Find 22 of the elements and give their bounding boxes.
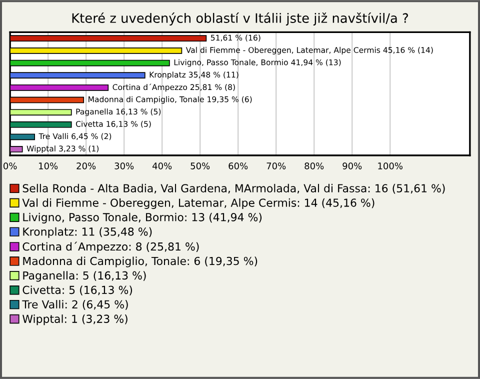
x-tick-label: 50% — [190, 162, 210, 170]
x-tick-label: 70% — [266, 162, 286, 170]
legend-label: Val di Fiemme - Obereggen, Latemar, Alpe Cermis: 14 (45,16 %) — [22, 198, 374, 209]
x-tick-label: 90% — [342, 162, 362, 170]
legend-label: Madonna di Campiglio, Tonale: 6 (19,35 %) — [23, 256, 258, 268]
x-tick-label: 60% — [228, 162, 248, 170]
legend-label: Tre Valli: 2 (6,45 %) — [22, 300, 128, 310]
x-tick-label: 0% — [4, 162, 17, 170]
x-tick-label: 10% — [39, 162, 58, 170]
chart-title: Které z uvedených oblastí v Itálii jste již navštívil/a ? — [72, 12, 408, 26]
x-tick-label: 100% — [378, 162, 403, 170]
legend-label: Wipptal: 1 (3,23 %) — [22, 314, 128, 326]
x-tick-label: 20% — [76, 162, 96, 170]
legend-label: Paganella: 5 (16,13 %) — [23, 271, 146, 282]
legend-label: Sella Ronda - Alta Badia, Val Gardena, MArmolada, Val di Fassa: 16 (51,61 %) — [22, 184, 445, 194]
legend-label: Kronplatz: 11 (35,48 %) — [23, 227, 152, 238]
legend-label: Civetta: 5 (16,13 %) — [22, 286, 132, 296]
x-tick-label: 40% — [152, 162, 172, 170]
x-tick-label: 30% — [114, 162, 134, 170]
legend-label: Cortina d´Ampezzo: 8 (25,81 %) — [22, 242, 199, 253]
legend-label: Livigno, Passo Tonale, Bormio: 13 (41,94 %) — [23, 212, 262, 224]
x-tick-label: 80% — [304, 162, 324, 170]
